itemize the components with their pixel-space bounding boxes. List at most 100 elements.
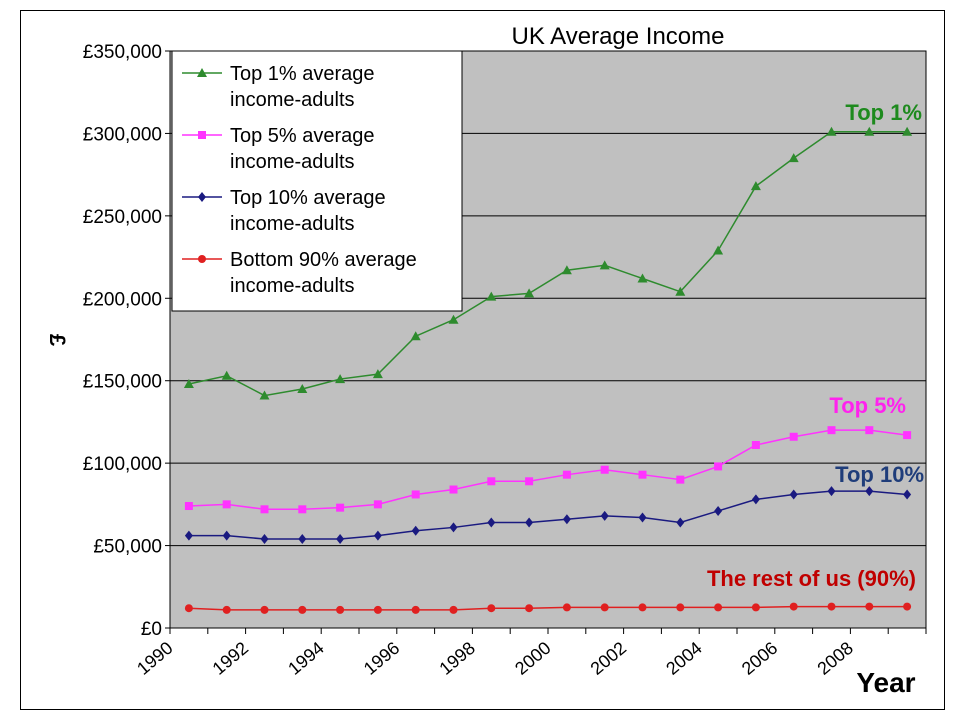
- legend-label: Top 5% average: [230, 125, 375, 147]
- data-point: [487, 604, 496, 613]
- data-point: [789, 432, 798, 441]
- data-point: [714, 462, 723, 471]
- data-point: [751, 494, 760, 505]
- data-point: [789, 602, 798, 611]
- x-tick-label: 2008: [813, 638, 857, 679]
- data-point: [826, 126, 837, 136]
- y-tick-label: £0: [141, 619, 162, 640]
- legend-swatch-marker: [198, 255, 206, 263]
- data-point: [336, 533, 345, 544]
- x-tick-label: 1994: [284, 638, 328, 679]
- data-point: [525, 517, 534, 528]
- x-tick-label: 1992: [209, 638, 253, 679]
- data-point: [487, 517, 496, 528]
- data-point: [865, 426, 874, 435]
- legend-swatch-marker: [198, 192, 206, 202]
- series-annotation: The rest of us (90%): [707, 566, 916, 591]
- y-tick-label: £150,000: [83, 372, 162, 393]
- x-tick-label: 2006: [738, 638, 782, 679]
- data-point: [298, 605, 307, 614]
- data-point: [902, 126, 913, 136]
- data-point: [714, 505, 723, 516]
- legend-label: Bottom 90% average: [230, 249, 417, 271]
- data-point: [411, 605, 420, 614]
- x-tick-label: 2002: [587, 638, 631, 679]
- data-point: [638, 512, 647, 523]
- legend-label: Top 10% average: [230, 187, 386, 209]
- data-point: [222, 605, 231, 614]
- series-line: [188, 429, 908, 511]
- data-point: [373, 605, 382, 614]
- data-point: [449, 522, 458, 533]
- data-point: [864, 126, 875, 136]
- data-point: [561, 265, 572, 275]
- data-point: [298, 533, 307, 544]
- x-tick-label: 2004: [662, 638, 706, 679]
- series-line: [188, 605, 908, 611]
- data-point: [713, 245, 724, 255]
- data-point: [222, 530, 231, 541]
- data-point: [525, 477, 534, 486]
- data-point: [714, 603, 723, 612]
- data-point: [183, 379, 194, 389]
- data-point: [298, 505, 307, 514]
- y-tick-label: £50,000: [93, 537, 162, 558]
- legend: Top 1% average income-adults Top 5% averag…: [171, 50, 463, 312]
- data-point: [336, 503, 345, 512]
- data-point: [259, 390, 270, 400]
- legend-swatch-marker: [198, 131, 206, 139]
- data-point: [751, 441, 760, 450]
- data-point: [372, 369, 383, 379]
- data-point: [637, 273, 648, 283]
- data-point: [599, 260, 610, 270]
- data-point: [184, 502, 193, 511]
- data-point: [260, 505, 269, 514]
- data-point: [486, 291, 497, 301]
- data-point: [335, 374, 346, 384]
- y-tick-label: £100,000: [83, 454, 162, 475]
- data-point: [562, 514, 571, 525]
- legend-label: income-adults: [230, 275, 355, 297]
- data-point: [600, 465, 609, 474]
- series-annotations: Top 1% Top 5% Top 10% The rest of us (90%): [707, 100, 924, 591]
- data-point: [373, 530, 382, 541]
- y-tick-label: £200,000: [83, 289, 162, 310]
- series-line: [188, 131, 908, 397]
- legend-label: income-adults: [230, 89, 355, 111]
- legend-swatch-marker: [197, 68, 207, 77]
- data-point: [448, 314, 459, 324]
- data-point: [260, 605, 269, 614]
- y-tick-label: £350,000: [83, 42, 162, 63]
- data-point: [676, 517, 685, 528]
- data-point: [638, 603, 647, 612]
- chart-title: UK Average Income: [511, 23, 724, 50]
- y-axis-title: £: [45, 334, 70, 347]
- data-point: [336, 605, 345, 614]
- series-annotation: Top 10%: [835, 462, 924, 487]
- data-point: [184, 604, 193, 613]
- series-annotation: Top 1%: [845, 100, 922, 125]
- data-point: [903, 489, 912, 500]
- legend-box: [171, 50, 463, 312]
- data-point: [525, 604, 534, 613]
- data-point: [562, 470, 571, 479]
- data-point: [260, 533, 269, 544]
- data-point: [487, 477, 496, 486]
- data-point: [903, 602, 912, 611]
- data-point: [449, 605, 458, 614]
- data-point: [411, 490, 420, 499]
- data-point: [903, 431, 912, 440]
- data-point: [751, 603, 760, 612]
- data-point: [675, 286, 686, 296]
- data-point: [600, 510, 609, 521]
- data-point: [221, 370, 232, 380]
- data-point: [638, 470, 647, 479]
- data-point: [750, 181, 761, 191]
- x-axis: 1990 1992 1994 1996 1998 2000 2002 2004 2006 2008: [133, 628, 927, 679]
- data-point: [562, 603, 571, 612]
- data-point: [297, 383, 308, 393]
- data-point: [449, 485, 458, 494]
- series-annotation: Top 5%: [829, 393, 906, 418]
- legend-label: Top 1% average: [230, 63, 375, 85]
